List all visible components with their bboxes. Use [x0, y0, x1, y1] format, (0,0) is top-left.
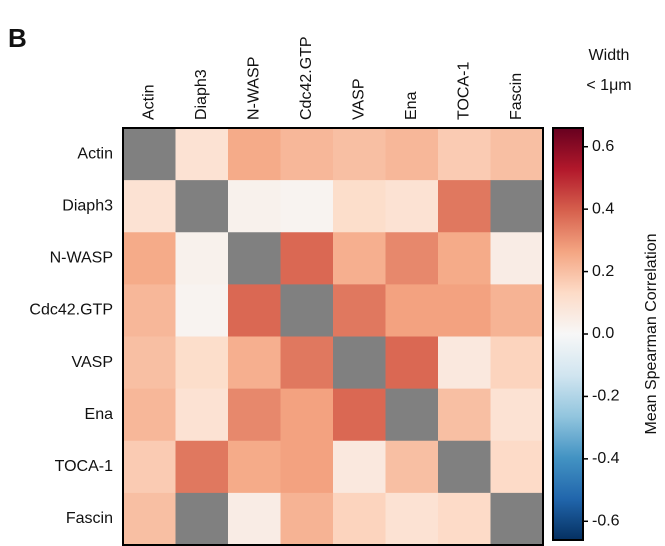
- colorbar-title: < 1μm: [586, 77, 631, 94]
- cell: [280, 128, 334, 181]
- y-tick-label: Ena: [85, 406, 114, 423]
- cell: [175, 336, 229, 390]
- cell: [333, 128, 386, 181]
- colorbar-tick-label: -0.6: [592, 512, 620, 529]
- colorbar-tick-label: 0.4: [592, 200, 614, 217]
- cell: [280, 336, 334, 390]
- colorbar-tick-label: -0.2: [592, 388, 620, 405]
- x-tick-label: TOCA-1: [455, 62, 472, 120]
- x-tick-label: Fascin: [508, 73, 525, 120]
- x-tick-label: VASP: [350, 79, 367, 121]
- cell: [438, 388, 491, 442]
- cell: [228, 492, 281, 546]
- cell: [123, 284, 176, 337]
- missing-cell: [175, 180, 229, 233]
- cell: [385, 440, 439, 494]
- cell: [490, 232, 544, 285]
- cell: [333, 492, 386, 546]
- cell: [175, 232, 229, 285]
- cell: [385, 336, 439, 390]
- cell: [123, 388, 176, 442]
- missing-cell: [385, 388, 439, 442]
- colorbar-tick-label: 0.6: [592, 138, 614, 155]
- cell: [385, 492, 439, 546]
- cell: [123, 180, 176, 233]
- x-tick-label: Diaph3: [193, 69, 210, 120]
- cell: [123, 440, 176, 494]
- cell: [333, 388, 386, 442]
- cell: [123, 492, 176, 546]
- cell: [228, 180, 281, 233]
- missing-cell: [228, 232, 281, 285]
- y-tick-label: Cdc42.GTP: [29, 302, 113, 319]
- cell: [490, 284, 544, 337]
- missing-cell: [123, 128, 176, 181]
- cell: [175, 440, 229, 494]
- cell: [333, 232, 386, 285]
- cell: [280, 492, 334, 546]
- colorbar-title: Width: [589, 47, 630, 64]
- cell: [333, 180, 386, 233]
- cell: [490, 388, 544, 442]
- cell: [228, 388, 281, 442]
- cell: [490, 440, 544, 494]
- cell: [333, 284, 386, 337]
- cell: [175, 128, 229, 181]
- y-tick-label: VASP: [72, 354, 114, 371]
- cell: [490, 128, 544, 181]
- cell: [438, 232, 491, 285]
- cell: [280, 180, 334, 233]
- cell: [228, 336, 281, 390]
- colorbar: [552, 127, 584, 541]
- cell: [438, 284, 491, 337]
- cell: [123, 232, 176, 285]
- missing-cell: [438, 440, 491, 494]
- x-tick-label: N-WASP: [245, 57, 262, 120]
- missing-cell: [490, 180, 544, 233]
- panel-label: B: [8, 23, 27, 53]
- cell: [228, 284, 281, 337]
- missing-cell: [333, 336, 386, 390]
- cell: [228, 440, 281, 494]
- cell: [228, 128, 281, 181]
- cell: [333, 440, 386, 494]
- cell: [385, 284, 439, 337]
- colorbar-tick-label: 0.2: [592, 263, 614, 280]
- x-tick-label: Actin: [140, 84, 157, 120]
- y-tick-label: Actin: [77, 145, 113, 162]
- y-tick-label: Diaph3: [62, 197, 113, 214]
- cell: [280, 440, 334, 494]
- cell: [438, 128, 491, 181]
- x-tick-label: Ena: [403, 91, 420, 120]
- x-tick-label: Cdc42.GTP: [298, 36, 315, 120]
- cell: [280, 388, 334, 442]
- cell: [123, 336, 176, 390]
- missing-cell: [175, 492, 229, 546]
- heatmap-border: [122, 127, 544, 546]
- y-tick-label: N-WASP: [50, 250, 113, 267]
- cell: [385, 232, 439, 285]
- cell: [438, 492, 491, 546]
- cell: [280, 232, 334, 285]
- missing-cell: [490, 492, 544, 546]
- colorbar-tick-label: 0.0: [592, 325, 614, 342]
- cell: [385, 128, 439, 181]
- y-tick-label: Fascin: [66, 510, 113, 527]
- cell: [438, 336, 491, 390]
- cell: [385, 180, 439, 233]
- cell: [175, 284, 229, 337]
- missing-cell: [280, 284, 334, 337]
- cell: [175, 388, 229, 442]
- colorbar-tick-label: -0.4: [592, 450, 620, 467]
- cell: [438, 180, 491, 233]
- colorbar-label: Mean Spearman Correlation: [643, 234, 660, 435]
- cell: [490, 336, 544, 390]
- y-tick-label: TOCA-1: [55, 458, 113, 475]
